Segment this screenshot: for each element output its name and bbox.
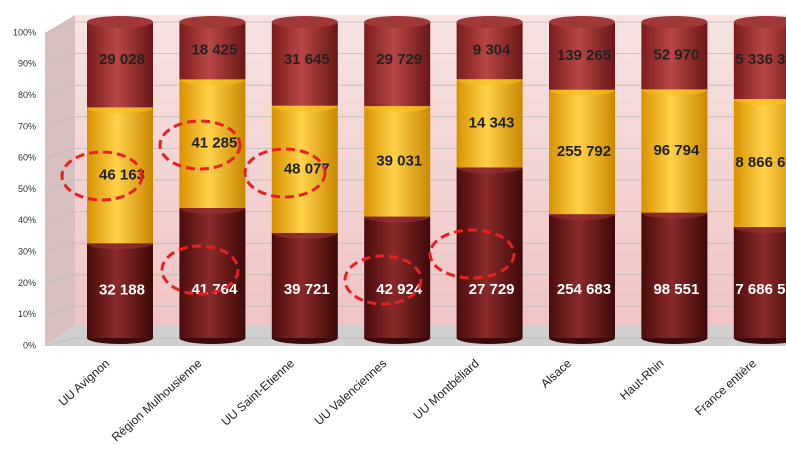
x-tick-label: UU Montbéliard <box>410 356 481 422</box>
data-label: 7 686 552 <box>735 281 786 298</box>
bar-segment <box>733 22 786 100</box>
bar-segment <box>179 79 246 208</box>
bar-segment <box>179 22 246 80</box>
data-label: 46 163 <box>99 166 145 183</box>
bar-segment <box>364 216 431 338</box>
y-tick-label: 50% <box>18 184 36 194</box>
cylinder <box>456 16 523 344</box>
bar-segment <box>271 105 338 233</box>
data-label: 27 729 <box>469 281 515 298</box>
y-tick-label: 60% <box>18 153 36 163</box>
data-label: 18 425 <box>191 42 237 59</box>
y-tick-label: 20% <box>18 278 36 288</box>
segment-top <box>87 16 153 28</box>
annotations <box>60 119 516 306</box>
bar-segment <box>641 22 708 90</box>
highlight-ellipse <box>343 254 423 306</box>
y-tick-label: 30% <box>18 246 36 256</box>
y-tick-label: 40% <box>18 215 36 225</box>
y-tick-label: 80% <box>18 90 36 100</box>
x-tick-label: Région Mulhousienne <box>109 356 205 444</box>
data-label: 14 343 <box>469 114 515 131</box>
data-label: 29 729 <box>376 51 422 68</box>
cylinder <box>549 16 615 344</box>
highlight-ellipse <box>60 150 144 202</box>
bar-segment <box>179 207 246 338</box>
data-label: 5 336 315 <box>735 51 786 68</box>
segment-top <box>641 16 708 28</box>
y-tick-label: 10% <box>18 309 36 319</box>
highlight-ellipse <box>243 147 327 199</box>
data-label: 255 792 <box>557 143 611 160</box>
data-label: 52 970 <box>653 47 699 64</box>
bar-segment <box>271 232 338 338</box>
bar-segment <box>549 22 615 90</box>
bar-segment <box>733 99 786 228</box>
bar-segment <box>733 227 786 338</box>
bar-segment <box>271 22 338 106</box>
segment-top <box>271 16 338 28</box>
data-label: 139 265 <box>557 47 611 64</box>
cylinder <box>271 16 338 344</box>
cylinder <box>364 16 431 344</box>
y-tick-label: 0% <box>23 340 36 350</box>
data-label: 9 304 <box>473 42 511 59</box>
x-tick-label: UU Avignon <box>56 356 112 409</box>
bar-segment <box>641 89 708 213</box>
data-label: 39 721 <box>284 281 330 298</box>
data-label: 41 285 <box>191 135 237 152</box>
segment-top <box>456 16 523 28</box>
data-label: 48 077 <box>284 160 330 177</box>
segment-top <box>549 16 615 28</box>
bar-segment <box>549 89 615 215</box>
y-tick-label: 70% <box>18 121 36 131</box>
x-tick-label: Haut-Rhin <box>617 356 667 403</box>
highlight-ellipse <box>158 119 242 171</box>
data-label: 254 683 <box>557 281 611 298</box>
data-label: 39 031 <box>376 152 422 169</box>
cylinder <box>179 16 246 344</box>
cylinder <box>641 16 708 344</box>
data-label: 8 866 605 <box>735 154 786 171</box>
bar-segment <box>549 214 615 338</box>
data-label: 96 794 <box>653 142 700 159</box>
bar-segment <box>641 212 708 338</box>
bar-segment <box>364 22 431 107</box>
data-label: 29 028 <box>99 51 145 68</box>
segment-top <box>733 16 786 28</box>
data-label: 42 924 <box>376 281 423 298</box>
data-label: 32 188 <box>99 282 145 299</box>
y-tick-label: 90% <box>18 59 36 69</box>
segment-top <box>179 16 246 28</box>
bar-segment <box>87 22 153 108</box>
bar-segment <box>456 167 523 338</box>
x-tick-label: UU Valenciennes <box>312 356 390 428</box>
x-tick-label: Alsace <box>538 356 574 391</box>
bar-segment <box>456 22 523 80</box>
segment-top <box>364 16 431 28</box>
cylinder <box>733 16 786 344</box>
x-tick-label: UU Saint-Etienne <box>219 356 298 429</box>
bar-segment <box>364 106 431 217</box>
bar-segment <box>456 79 523 168</box>
x-tick-label: France entière <box>692 356 759 418</box>
bar-segment <box>87 243 153 338</box>
data-label: 31 645 <box>284 51 330 68</box>
side-wall <box>45 15 75 346</box>
y-tick-label: 100% <box>13 27 36 37</box>
highlight-ellipse <box>428 228 516 280</box>
highlight-ellipse <box>160 244 240 296</box>
data-label: 98 551 <box>653 281 699 298</box>
